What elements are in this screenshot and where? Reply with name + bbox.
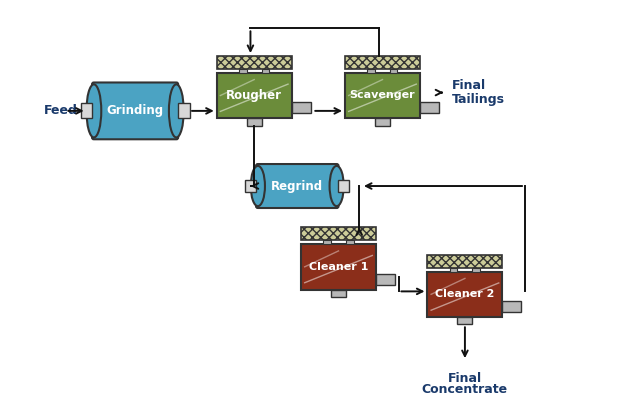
Bar: [473, 268, 480, 272]
Bar: [502, 301, 521, 312]
Bar: [292, 102, 310, 113]
Bar: [346, 240, 354, 244]
Text: Cleaner 2: Cleaner 2: [435, 289, 495, 299]
Text: Regrind: Regrind: [271, 179, 323, 192]
Bar: [428, 255, 502, 268]
Bar: [323, 240, 331, 244]
Bar: [301, 244, 376, 289]
Bar: [331, 289, 346, 297]
Text: Scavenger: Scavenger: [350, 91, 415, 101]
Bar: [239, 69, 247, 73]
Bar: [216, 73, 292, 118]
Bar: [247, 118, 261, 126]
Bar: [245, 180, 256, 192]
FancyBboxPatch shape: [92, 82, 178, 139]
Bar: [376, 274, 395, 285]
Text: Concentrate: Concentrate: [422, 383, 508, 396]
Ellipse shape: [330, 166, 344, 206]
Bar: [457, 317, 473, 324]
Bar: [450, 268, 457, 272]
Text: Grinding: Grinding: [106, 105, 164, 117]
Bar: [345, 73, 420, 118]
Bar: [261, 69, 269, 73]
Bar: [428, 272, 502, 317]
Ellipse shape: [86, 84, 101, 137]
Text: Final: Final: [451, 79, 486, 92]
Text: Cleaner 1: Cleaner 1: [309, 262, 368, 272]
Text: Final: Final: [448, 372, 482, 385]
Bar: [368, 69, 375, 73]
Bar: [375, 118, 390, 126]
Bar: [178, 103, 189, 118]
FancyBboxPatch shape: [256, 164, 339, 208]
Bar: [338, 180, 349, 192]
Bar: [420, 102, 439, 113]
Ellipse shape: [251, 166, 265, 206]
Bar: [390, 69, 397, 73]
Bar: [216, 56, 292, 69]
Bar: [345, 56, 420, 69]
Bar: [301, 227, 376, 240]
Bar: [80, 103, 92, 118]
Ellipse shape: [169, 84, 184, 137]
Text: Rougher: Rougher: [226, 89, 282, 102]
Text: Tailings: Tailings: [451, 93, 505, 107]
Text: Feed: Feed: [44, 105, 77, 117]
